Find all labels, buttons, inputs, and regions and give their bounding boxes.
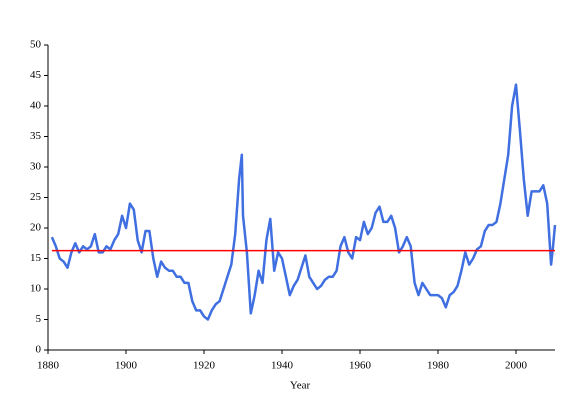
x-tick-label: 1920 [193, 360, 216, 372]
y-tick-label: 20 [30, 222, 42, 234]
y-tick-label: 0 [36, 344, 42, 356]
y-tick-label: 15 [30, 252, 42, 264]
y-tick-label: 10 [30, 283, 42, 295]
x-tick-label: 1880 [37, 360, 60, 372]
y-tick-label: 30 [30, 161, 42, 173]
x-tick-label: 1940 [271, 360, 294, 372]
y-tick-label: 40 [30, 100, 42, 112]
y-tick-label: 25 [30, 191, 42, 203]
x-axis-label: Year [290, 380, 311, 392]
y-tick-label: 35 [30, 130, 42, 142]
x-tick-label: 1980 [427, 360, 450, 372]
x-tick-label: 1900 [115, 360, 138, 372]
data-line [50, 83, 557, 321]
y-tick-label: 45 [30, 69, 42, 81]
x-tick-label: 1960 [349, 360, 372, 372]
y-tick-label: 50 [30, 39, 42, 51]
y-tick-label: 5 [36, 313, 42, 325]
x-tick-label: 2000 [505, 360, 528, 372]
